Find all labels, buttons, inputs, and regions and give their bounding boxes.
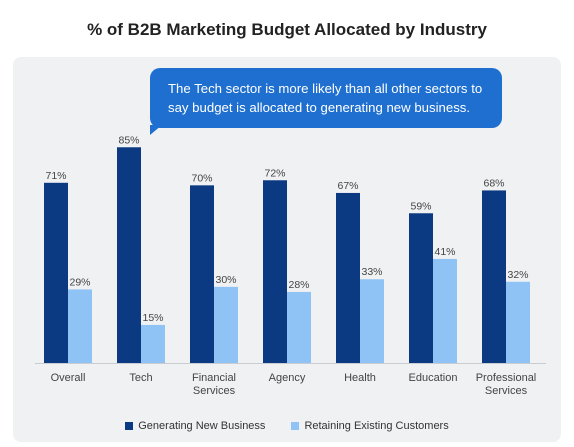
legend-label: Generating New Business xyxy=(138,420,266,432)
bar-new-business-5 xyxy=(409,213,433,363)
data-label: 15% xyxy=(142,312,163,324)
legend-item-series-0: Generating New Business xyxy=(125,420,265,432)
bar-new-business-6 xyxy=(482,190,506,363)
legend-swatch xyxy=(125,422,134,430)
data-label: 29% xyxy=(69,276,90,288)
legend-label: Retaining Existing Customers xyxy=(304,420,449,432)
bar-retaining-1 xyxy=(141,324,165,363)
legend-item-series-1: Retaining Existing Customers xyxy=(291,420,449,432)
legend-swatch xyxy=(291,422,300,430)
callout-pointer xyxy=(150,125,162,135)
bar-retaining-5 xyxy=(433,258,457,363)
category-label: Health xyxy=(344,372,376,384)
data-label: 72% xyxy=(264,167,285,179)
data-label: 28% xyxy=(288,279,309,291)
bar-new-business-4 xyxy=(336,192,360,363)
data-label: 71% xyxy=(45,170,66,182)
data-label: 67% xyxy=(337,180,358,192)
category-label: Agency xyxy=(269,372,306,384)
legend: Generating New Business Retaining Existi… xyxy=(0,420,574,432)
category-label: Professional xyxy=(476,372,537,384)
category-label: Tech xyxy=(129,372,152,384)
bar-retaining-0 xyxy=(68,289,92,363)
bar-new-business-0 xyxy=(44,182,68,363)
bar-new-business-3 xyxy=(263,180,287,363)
data-label: 32% xyxy=(507,269,528,281)
data-label: 70% xyxy=(191,172,212,184)
data-label: 85% xyxy=(118,134,139,146)
data-label: 30% xyxy=(215,274,236,286)
bar-retaining-3 xyxy=(287,291,311,363)
category-label: Services xyxy=(485,385,528,397)
callout-box: The Tech sector is more likely than all … xyxy=(150,68,502,128)
bar-retaining-4 xyxy=(360,279,384,363)
data-label: 59% xyxy=(410,200,431,212)
category-label: Services xyxy=(193,385,236,397)
bar-new-business-1 xyxy=(117,147,141,363)
category-label: Overall xyxy=(51,372,86,384)
data-label: 68% xyxy=(483,177,504,189)
data-label: 41% xyxy=(434,246,455,258)
data-label: 33% xyxy=(361,266,382,278)
bar-retaining-6 xyxy=(506,281,530,363)
category-label: Education xyxy=(409,372,458,384)
bar-new-business-2 xyxy=(190,185,214,363)
bar-retaining-2 xyxy=(214,286,238,363)
category-label: Financial xyxy=(192,372,236,384)
chart-title: % of B2B Marketing Budget Allocated by I… xyxy=(87,20,487,39)
